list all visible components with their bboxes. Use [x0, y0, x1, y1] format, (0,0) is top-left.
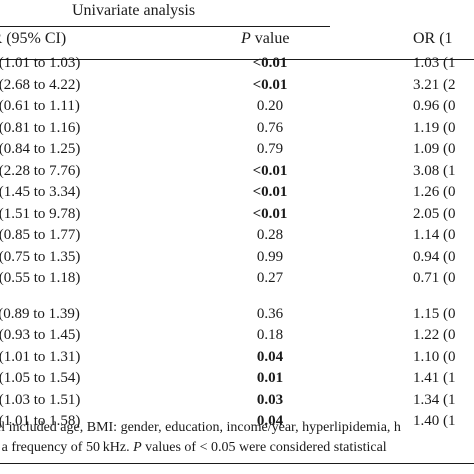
or-univariate-cell: 15 (1.01 to 1.31) [0, 348, 81, 365]
p-value-cell: 0.20 [256, 98, 284, 114]
table-row: 11 (0.89 to 1.39) 0.36 1.15 (0 [0, 306, 474, 327]
p-value-word: value [250, 30, 290, 47]
or-univariate-cell: 20 (1.45 to 3.34) [0, 184, 81, 200]
table-row: 20 (2.28 to 7.76) <0.01 3.08 (1 [0, 163, 474, 184]
column-header-or-multivariate: OR (1 [413, 30, 453, 47]
column-header-rule [0, 59, 474, 60]
footnote-line-2-start: at a frequency of 50 kHz. [0, 440, 134, 455]
or-univariate-cell: 81 (0.55 to 1.18) [0, 270, 81, 286]
or-univariate-cell: 97 (0.81 to 1.16) [0, 119, 81, 136]
column-header-p-value: P value [241, 30, 289, 48]
or-multivariate-cell: 1.19 (0 [413, 119, 456, 136]
or-multivariate-cell: 1.34 (1 [413, 391, 456, 408]
or-multivariate-cell: 1.26 (0 [413, 184, 456, 200]
table-row: 02 (1.01 to 1.03) <0.01 1.03 (1 [0, 55, 474, 76]
or-multivariate-cell: 1.14 (0 [413, 227, 456, 243]
or-multivariate-cell: 3.08 (1 [413, 162, 456, 179]
or-multivariate-cell: 0.96 (0 [413, 98, 456, 114]
or-univariate-cell: 00 (0.75 to 1.35) [0, 248, 81, 265]
p-value-cell: <0.01 [252, 162, 288, 179]
p-value-cell: 0.04 [256, 413, 284, 429]
or-univariate-cell: 24 (1.03 to 1.51) [0, 391, 81, 408]
or-multivariate-cell: 1.40 (1 [413, 413, 456, 429]
table-row: 82 (0.61 to 1.11) 0.20 0.96 (0 [0, 98, 474, 119]
p-value-cell: <0.01 [252, 55, 288, 71]
or-univariate-cell: 27 (1.05 to 1.54) [0, 370, 81, 386]
footnote-line-2: at a frequency of 50 kHz. P values of < … [0, 440, 387, 456]
p-value-cell: 0.99 [256, 248, 284, 265]
table-row: 00 (0.75 to 1.35) 0.99 0.94 (0 [0, 249, 474, 270]
or-univariate-cell: 84 (1.51 to 9.78) [0, 205, 81, 222]
table-row: 15 (1.01 to 1.31) 0.04 1.10 (0 [0, 349, 474, 370]
or-multivariate-cell: 1.03 (1 [413, 55, 456, 71]
footnote-line-2-end: values of < 0.05 were considered statist… [141, 440, 387, 455]
p-value-cell: 0.27 [256, 270, 284, 286]
footnote-line-1: del included age, BMI: gender, education… [0, 420, 401, 435]
table-row: 36 (2.68 to 4.22) <0.01 3.21 (2 [0, 77, 474, 98]
table-row: 23 (0.85 to 1.77) 0.28 1.14 (0 [0, 227, 474, 248]
or-multivariate-cell: 1.09 (0 [413, 141, 456, 157]
p-value-cell: 0.04 [256, 348, 284, 365]
or-multivariate-cell: 2.05 (0 [413, 205, 456, 222]
p-value-cell: 0.79 [256, 141, 284, 157]
or-univariate-cell: 23 (0.85 to 1.77) [0, 227, 81, 243]
or-univariate-cell: 16 (0.93 to 1.45) [0, 327, 81, 343]
table-row: 16 (0.93 to 1.45) 0.18 1.22 (0 [0, 327, 474, 348]
p-value-cell: 0.28 [256, 227, 284, 243]
or-univariate-cell: 11 (0.89 to 1.39) [0, 305, 80, 322]
group-header-rule [0, 26, 330, 27]
table-row: 27 (1.05 to 1.54) 0.01 1.41 (1 [0, 370, 474, 391]
or-multivariate-cell: 0.71 (0 [413, 270, 456, 286]
table-row: 97 (0.81 to 1.16) 0.76 1.19 (0 [0, 120, 474, 141]
or-multivariate-cell: 1.22 (0 [413, 327, 456, 343]
univariate-analysis-header: Univariate analysis [72, 2, 196, 19]
table-row: 84 (1.51 to 9.78) <0.01 2.05 (0 [0, 206, 474, 227]
or-multivariate-cell: 0.94 (0 [413, 248, 456, 265]
or-univariate-cell: 20 (2.28 to 7.76) [0, 162, 81, 179]
or-multivariate-cell: 1.41 (1 [413, 370, 456, 386]
table-row: 20 (1.45 to 3.34) <0.01 1.26 (0 [0, 184, 474, 205]
or-multivariate-cell: 1.10 (0 [413, 348, 456, 365]
or-multivariate-cell: 3.21 (2 [413, 76, 456, 93]
table-row: 26 (1.01 to 1.58) 0.04 1.40 (1 [0, 413, 474, 434]
or-univariate-cell: 36 (2.68 to 4.22) [0, 76, 81, 93]
p-value-cell: 0.18 [256, 327, 284, 343]
or-univariate-cell: 02 (1.01 to 1.03) [0, 55, 81, 71]
or-univariate-cell: 82 (0.61 to 1.11) [0, 98, 80, 114]
p-value-cell: 0.01 [256, 370, 284, 386]
table-row: 03 (0.84 to 1.25) 0.79 1.09 (0 [0, 141, 474, 162]
p-value-cell: <0.01 [252, 184, 288, 200]
footnote-p-symbol: P [133, 440, 142, 455]
table-row: 81 (0.55 to 1.18) 0.27 0.71 (0 [0, 270, 474, 291]
or-univariate-cell: 26 (1.01 to 1.58) [0, 413, 81, 429]
p-value-cell: <0.01 [252, 205, 288, 222]
p-value-cell: 0.03 [256, 391, 284, 408]
p-value-cell: 0.76 [256, 119, 284, 136]
column-header-or-univariate: OR (95% CI) [0, 30, 67, 47]
table-row: 24 (1.03 to 1.51) 0.03 1.34 (1 [0, 392, 474, 413]
or-univariate-cell: 03 (0.84 to 1.25) [0, 141, 81, 157]
p-value-cell: <0.01 [252, 76, 288, 93]
p-value-cell: 0.36 [256, 305, 284, 322]
or-multivariate-cell: 1.15 (0 [413, 305, 456, 322]
table-bottom-rule [0, 463, 474, 464]
p-symbol: P [241, 30, 251, 47]
